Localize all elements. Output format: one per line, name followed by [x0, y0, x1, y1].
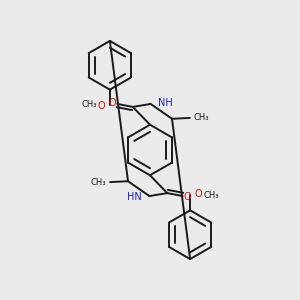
- Text: HN: HN: [127, 192, 142, 202]
- Text: CH₃: CH₃: [91, 178, 106, 187]
- Text: NH: NH: [158, 98, 173, 108]
- Text: CH₃: CH₃: [81, 100, 97, 109]
- Text: O: O: [184, 192, 191, 202]
- Text: O: O: [98, 101, 105, 111]
- Text: CH₃: CH₃: [203, 191, 219, 200]
- Text: O: O: [195, 189, 202, 199]
- Text: CH₃: CH₃: [194, 113, 209, 122]
- Text: O: O: [109, 98, 116, 108]
